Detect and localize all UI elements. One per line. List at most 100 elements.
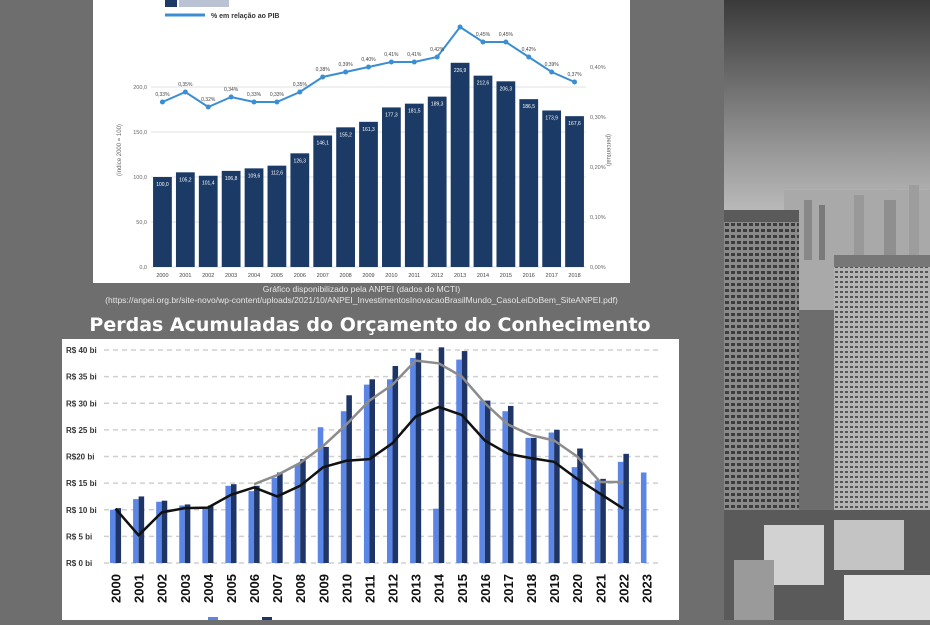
top-xtick: 2013 <box>454 273 466 279</box>
bottom-xtick: 2017 <box>501 574 516 603</box>
top-ytick: 200,0 <box>133 85 147 91</box>
bottom-bar-light <box>340 411 347 563</box>
top-bar-label: 189,3 <box>431 102 444 108</box>
top-pib-point <box>205 104 211 110</box>
top-pib-point <box>297 89 303 95</box>
bottom-line-black <box>114 405 625 537</box>
bottom-bar-dark <box>438 347 445 563</box>
bottom-xtick: 2015 <box>455 574 470 603</box>
top-bar-label: 101,4 <box>202 181 215 187</box>
top-pib-label: 0,37% <box>567 72 582 78</box>
top-pib-point <box>434 54 440 60</box>
bottom-xtick: 2013 <box>409 574 424 603</box>
bottom-xtick: 2007 <box>270 574 285 603</box>
top-pib-label: 0,35% <box>293 82 308 88</box>
top-bar-label: 106,8 <box>225 176 238 182</box>
bottom-xtick: 2004 <box>201 573 216 603</box>
top-pib-point <box>343 69 349 75</box>
top-pib-point <box>366 64 371 70</box>
legend-bar-swatch <box>165 0 177 7</box>
bottom-xtick: 2023 <box>639 574 654 603</box>
top-chart: 100,0 105,2 101,4 106,8 109,6 112,6 126,3 146,1… <box>117 0 611 279</box>
top-pib-point <box>320 74 326 80</box>
bottom-bar-light <box>571 467 578 563</box>
top-pib-label: 0,33% <box>155 92 170 98</box>
top-xtick: 2002 <box>202 273 214 279</box>
bottom-bar-dark <box>484 400 491 563</box>
top-xtick: 2014 <box>477 273 489 279</box>
caption-line-2: (https://anpei.org.br/site-novo/wp-conte… <box>105 295 618 305</box>
bottom-xtick: 2012 <box>386 574 401 603</box>
top-bar-label: 186,5 <box>523 104 536 110</box>
bottom-ytick: R$ 5 bi <box>66 532 92 541</box>
bottom-bar-light <box>156 501 162 563</box>
bottom-ytick: R$ 30 bi <box>66 399 97 408</box>
bottom-xtick: 2003 <box>178 574 193 603</box>
bottom-bar-dark <box>277 472 283 563</box>
top-xtick: 2008 <box>339 273 351 279</box>
top-ytick: 50,0 <box>136 220 147 226</box>
top-bar <box>496 81 516 267</box>
top-pib-label: 0,40% <box>361 57 376 63</box>
top-pib-point <box>526 54 532 60</box>
top-bar-label: 226,9 <box>454 68 467 74</box>
top-pib-label: 0,45% <box>476 32 491 38</box>
top-pib-label: 0,42% <box>522 47 537 53</box>
top-chart-panel: 100,0 105,2 101,4 106,8 109,6 112,6 126,3 146,1… <box>93 0 630 283</box>
top-bar-label: 177,3 <box>385 112 398 118</box>
bottom-bar-light <box>479 400 485 563</box>
bottom-bar-dark <box>138 496 145 563</box>
top-pib-point <box>411 59 417 65</box>
top-bar <box>336 127 355 267</box>
bottom-xtick: 2019 <box>547 574 562 603</box>
top-bar <box>519 99 539 268</box>
bottom-bar-light <box>640 472 647 563</box>
top-y2label: (percentual) <box>605 134 611 166</box>
bottom-bar-dark <box>207 505 214 563</box>
top-bar <box>542 110 562 268</box>
bottom-bar-dark <box>254 485 260 563</box>
top-ylabel: (índice 2000 = 100) <box>117 124 123 176</box>
bottom-bar-light <box>317 427 324 563</box>
bottom-bar-light <box>248 491 255 563</box>
bottom-bars <box>110 347 647 563</box>
bottom-bar-dark <box>461 351 468 563</box>
bottom-bar-dark <box>230 484 237 563</box>
bottom-bar-dark <box>115 508 122 563</box>
top-pib-point <box>572 79 578 85</box>
legend-swatch-light <box>208 617 218 620</box>
top-bar <box>244 168 264 267</box>
top-pib-point <box>503 39 509 45</box>
bottom-ytick: R$ 35 bi <box>66 373 97 382</box>
top-pib-label: 0,33% <box>247 92 262 98</box>
bottom-bar-light <box>179 505 185 563</box>
top-bar <box>473 75 493 267</box>
top-bar <box>450 62 470 267</box>
top-bar-label: 167,6 <box>568 121 581 127</box>
top-pib-label: 0,39% <box>545 62 560 68</box>
bottom-xtick: 2020 <box>570 574 585 603</box>
bottom-axes: R$ 0 bi R$ 5 bi R$ 10 bi R$ 15 bi R$20 bi R$ … <box>66 346 654 603</box>
top-ytick: 0,0 <box>139 265 147 271</box>
top-bars: 100,0 105,2 101,4 106,8 109,6 112,6 126,3 146,1… <box>153 62 584 268</box>
top-bar <box>290 153 310 267</box>
top-xtick: 2007 <box>317 273 329 279</box>
bottom-xtick: 2005 <box>224 574 239 603</box>
top-pib-label: 0,34% <box>224 87 239 93</box>
top-bar <box>221 170 241 267</box>
top-xtick: 2017 <box>546 273 558 279</box>
bottom-bar-light <box>433 508 439 563</box>
bottom-ytick: R$ 40 bi <box>66 346 97 355</box>
top-bar <box>313 135 333 267</box>
top-ytick: 100,0 <box>133 175 147 181</box>
top-y2tick: 0,20% <box>590 165 606 171</box>
top-pib-point <box>388 59 394 65</box>
top-bar-label: 105,2 <box>179 177 192 183</box>
top-xtick: 2003 <box>225 273 237 279</box>
top-pib-label: 0,38% <box>316 67 331 73</box>
bottom-ytick: R$ 25 bi <box>66 426 97 435</box>
bottom-bar-dark <box>623 453 629 563</box>
top-pib-label: 0,45% <box>499 32 514 38</box>
bottom-bar-light <box>110 509 116 563</box>
top-bar <box>267 165 287 267</box>
